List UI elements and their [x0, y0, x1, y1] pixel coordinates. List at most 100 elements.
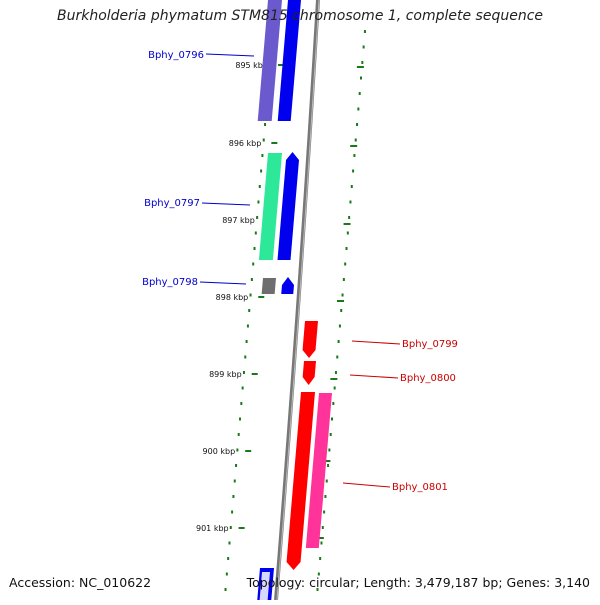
gc-skew-dot: [240, 402, 243, 405]
gc-skew-dot: [233, 479, 236, 483]
gc-skew-dot: [344, 262, 347, 266]
gc-skew-dot: [337, 340, 340, 343]
genome-stats-label: Topology: circular; Length: 3,479,187 bp…: [246, 575, 590, 590]
tick-label: 901 kbp: [196, 524, 229, 533]
gc-skew-dash: [323, 460, 331, 462]
gene-label: Bphy_0801: [392, 482, 448, 493]
gc-skew-dot: [357, 107, 360, 111]
gc-skew-dot: [260, 169, 263, 173]
gc-skew-dot: [258, 185, 261, 188]
gc-skew-dot: [236, 448, 239, 452]
gc-skew-dash: [343, 223, 351, 225]
reverse-strand-arrow: [286, 392, 315, 570]
gc-skew-dot: [228, 541, 231, 545]
gc-skew-dot: [342, 278, 345, 281]
gc-skew-dot: [246, 324, 249, 328]
gc-skew-dot: [331, 417, 334, 421]
gc-skew-dot: [235, 464, 238, 467]
cog-feature: [261, 278, 276, 294]
tick-marks: 895 kbp 896 kbp 897 kbp 898 kbp 899 kbp 900 k…: [196, 61, 284, 533]
gene-label: Bphy_0800: [400, 373, 456, 384]
gc-skew-dot: [329, 433, 332, 436]
gene-label: Bphy_0797: [144, 198, 200, 209]
gc-skew-dot: [227, 557, 230, 560]
cog-feature: [258, 153, 282, 260]
tick-mark: [277, 64, 284, 66]
reverse-strand-arrow: [302, 321, 318, 358]
gc-skew-dot: [354, 138, 357, 142]
gc-skew-dot: [332, 402, 335, 405]
gc-skew-dash: [337, 300, 344, 302]
gene-label: Bphy_0798: [142, 277, 198, 288]
gc-skew-dot: [325, 479, 328, 483]
tick-mark: [258, 296, 265, 298]
gene-label: Bphy_0796: [148, 50, 204, 61]
gc-skew-dot: [346, 231, 349, 235]
gc-skew-dot: [252, 262, 255, 266]
tick-mark: [271, 142, 278, 144]
gc-skew-dot: [324, 495, 327, 498]
gene-leader-line: [349, 374, 399, 379]
tick-mark: [251, 373, 258, 375]
gc-skew-dot: [253, 247, 256, 250]
tick-label: 899 kbp: [209, 370, 242, 379]
gc-skew-dot: [317, 572, 320, 576]
gc-skew-dot: [257, 200, 260, 204]
gc-skew-dot: [363, 30, 366, 33]
gc-skew-dash: [330, 378, 338, 380]
gc-skew-dash: [356, 66, 364, 68]
gene-leader-line: [199, 281, 247, 285]
gc-skew-dot: [341, 293, 344, 297]
feature-tracks: [257, 0, 332, 600]
forward-strand-arrow: [277, 152, 299, 260]
gc-skew-dot: [262, 138, 265, 142]
backbone-line: [274, 0, 320, 601]
gc-skew-dot: [352, 169, 355, 173]
gc-skew-dot: [334, 371, 337, 374]
gc-skew-dot: [348, 216, 351, 219]
gc-skew-dot: [361, 61, 364, 64]
tick-label: 900 kbp: [203, 447, 236, 456]
tick-label: 897 kbp: [222, 216, 255, 225]
gc-skew-dot: [242, 371, 245, 374]
gc-skew-dot: [345, 247, 348, 250]
gc-skew-dot: [229, 526, 232, 529]
tick-label: 898 kbp: [216, 293, 249, 302]
page-title: Burkholderia phymatum STM815 chromosome …: [56, 8, 543, 24]
gc-skew-track: [224, 30, 366, 591]
gene-label: Bphy_0799: [402, 339, 458, 350]
gc-skew-dot: [336, 355, 339, 359]
gc-skew-dot: [359, 76, 362, 80]
tick-label: 895 kbp: [235, 61, 268, 70]
gc-skew-dot: [254, 231, 257, 235]
gc-skew-dash: [350, 145, 358, 147]
gene-leader-line: [201, 202, 251, 206]
gc-skew-dot: [261, 154, 264, 157]
gc-skew-dot: [256, 216, 259, 219]
tick-mark: [238, 527, 245, 529]
gc-skew-dot: [349, 200, 352, 204]
forward-strand-feature: [277, 0, 301, 121]
gc-skew-dot: [319, 557, 322, 560]
gc-skew-dot: [241, 386, 244, 390]
backbone-highlight: [276, 0, 320, 601]
gc-skew-dot: [350, 185, 353, 188]
gc-skew-dot: [327, 464, 330, 467]
gc-skew-dot: [338, 324, 341, 328]
gene-leader-line: [351, 340, 401, 345]
gc-skew-dot: [224, 588, 227, 591]
accession-label: Accession: NC_010622: [9, 575, 152, 590]
gc-skew-dot: [239, 417, 242, 421]
gc-skew-dot: [340, 309, 343, 312]
tick-mark: [245, 450, 252, 452]
gc-skew-dash: [316, 537, 324, 539]
backbone: [274, 0, 320, 601]
gene-leader-line: [205, 53, 255, 57]
gc-skew-dot: [248, 309, 251, 312]
tick-label: 896 kbp: [229, 139, 262, 148]
gc-skew-dot: [231, 510, 234, 514]
gc-skew-dot: [245, 340, 248, 343]
gc-skew-dot: [249, 293, 252, 297]
cog-feature: [305, 393, 332, 548]
